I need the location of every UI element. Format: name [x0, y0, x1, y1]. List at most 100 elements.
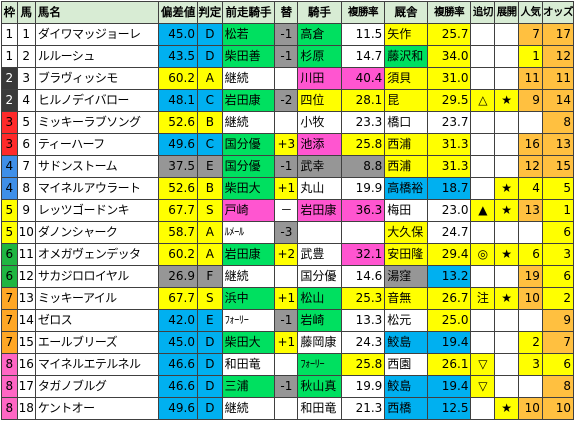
- prev-jockey-cell: 継続: [221, 397, 276, 420]
- stable-rate-cell: 26.1: [426, 353, 472, 376]
- change-cell: －: [274, 199, 299, 222]
- stable-rate-cell: 26.7: [426, 287, 472, 310]
- stable-rate-cell: 29.4: [426, 243, 472, 266]
- stable-rate-cell: 31.0: [426, 67, 472, 90]
- change-cell: -1: [274, 155, 299, 178]
- horse-number-cell: 12: [16, 265, 36, 288]
- odds-cell: 10: [541, 397, 574, 420]
- jockey-cell: 松山: [297, 287, 342, 310]
- stable-cell: 音無: [384, 287, 428, 310]
- score-cell: 52.6: [158, 111, 198, 134]
- header-grade: 判定: [196, 1, 223, 24]
- table-row: 7 15 エールブリーズ 45.0 D 柴田大 +1 藤岡康 24.3 鮫島 19.4 2 7: [1, 331, 574, 354]
- odds-cell: 5: [541, 177, 574, 200]
- change-cell: [274, 353, 299, 376]
- score-cell: 67.7: [158, 199, 198, 222]
- jockey-rate-cell: 8.8: [340, 155, 386, 178]
- horse-number-cell: 5: [16, 111, 36, 134]
- stable-rate-cell: 23.7: [426, 111, 472, 134]
- tenkai-cell: ★: [494, 199, 520, 222]
- jockey-cell: ﾌｫｰﾘｰ: [297, 353, 342, 376]
- odds-cell: 11: [541, 67, 574, 90]
- jockey-rate-cell: [340, 221, 386, 244]
- horse-name-cell: エールブリーズ: [34, 331, 160, 354]
- change-cell: [274, 265, 299, 288]
- horse-number-cell: 8: [16, 177, 36, 200]
- jockey-rate-cell: 19.9: [340, 375, 386, 398]
- tenkai-cell: [494, 67, 520, 90]
- oikiri-cell: [470, 265, 496, 288]
- header-stable: 厩舎: [384, 1, 428, 24]
- table-row: 8 17 タガノブルグ 46.6 D 三浦 -1 秋山真 19.9 鮫島 19.4 ▽ 8: [1, 375, 574, 398]
- popularity-cell: 9: [518, 89, 543, 112]
- change-cell: +2: [274, 243, 299, 266]
- jockey-rate-cell: 28.1: [340, 89, 386, 112]
- waku-cell: 5: [1, 221, 18, 244]
- stable-rate-cell: 13.2: [426, 265, 472, 288]
- horse-name-cell: マイネルアウラート: [34, 177, 160, 200]
- prev-jockey-cell: 岩田康: [221, 243, 276, 266]
- odds-cell: 13: [541, 133, 574, 156]
- prev-jockey-cell: 柴田大: [221, 331, 276, 354]
- score-cell: 26.9: [158, 265, 198, 288]
- grade-cell: D: [196, 23, 223, 46]
- oikiri-cell: [470, 45, 496, 68]
- horse-name-cell: ルルーシュ: [34, 45, 160, 68]
- header-jockey: 騎手: [297, 1, 342, 24]
- odds-cell: 6: [541, 265, 574, 288]
- jockey-rate-cell: 25.8: [340, 133, 386, 156]
- horse-number-cell: 16: [16, 353, 36, 376]
- table-row: 4 8 マイネルアウラート 52.6 B 柴田大 +1 丸山 19.9 高橋裕 18.7 ★ 4 5: [1, 177, 574, 200]
- stable-cell: 西橋: [384, 397, 428, 420]
- stable-cell: 鮫島: [384, 375, 428, 398]
- header-jockey-rate: 複勝率: [340, 1, 386, 24]
- header-score: 偏差値: [158, 1, 198, 24]
- prev-jockey-cell: ﾌｫｰﾘｰ: [221, 309, 276, 332]
- odds-cell: 7: [541, 331, 574, 354]
- tenkai-cell: [494, 331, 520, 354]
- oikiri-cell: [470, 67, 496, 90]
- change-cell: -1: [274, 309, 299, 332]
- horse-number-cell: 17: [16, 375, 36, 398]
- stable-cell: 藤沢和: [384, 45, 428, 68]
- stable-cell: 安田隆: [384, 243, 428, 266]
- tenkai-cell: ★: [494, 287, 520, 310]
- odds-cell: 15: [541, 155, 574, 178]
- horse-number-cell: 15: [16, 331, 36, 354]
- score-cell: 48.1: [158, 89, 198, 112]
- header-prev-jockey: 前走騎手: [221, 1, 276, 24]
- change-cell: -1: [274, 375, 299, 398]
- odds-cell: 3: [541, 243, 574, 266]
- popularity-cell: 10: [518, 287, 543, 310]
- waku-cell: 4: [1, 177, 18, 200]
- prev-jockey-cell: 和田竜: [221, 353, 276, 376]
- jockey-cell: 丸山: [297, 177, 342, 200]
- tenkai-cell: [494, 111, 520, 134]
- grade-cell: D: [196, 353, 223, 376]
- prev-jockey-cell: 柴田大: [221, 177, 276, 200]
- stable-rate-cell: 25.0: [426, 309, 472, 332]
- stable-cell: 西浦: [384, 133, 428, 156]
- score-cell: 67.7: [158, 287, 198, 310]
- score-cell: 42.0: [158, 309, 198, 332]
- grade-cell: B: [196, 177, 223, 200]
- table-row: 5 10 ダノンシャーク 58.7 A ﾙﾒｰﾙ -3 大久保 24.7 6: [1, 221, 574, 244]
- waku-cell: 8: [1, 397, 18, 420]
- table-row: 2 4 ヒルノデイバロー 48.1 C 岩田康 -2 四位 28.1 昆 29.5 △ ★ 9 14: [1, 89, 574, 112]
- stable-cell: 昆: [384, 89, 428, 112]
- popularity-cell: 11: [518, 67, 543, 90]
- grade-cell: E: [196, 309, 223, 332]
- popularity-cell: [518, 375, 543, 398]
- horse-name-cell: タガノブルグ: [34, 375, 160, 398]
- popularity-cell: 3: [518, 353, 543, 376]
- waku-cell: 7: [1, 287, 18, 310]
- stable-rate-cell: 19.4: [426, 375, 472, 398]
- header-change: 替: [274, 1, 299, 24]
- prev-jockey-cell: 岩田康: [221, 89, 276, 112]
- table-row: 1 1 ダイワマッジョーレ 45.0 D 松若 -1 高倉 11.5 矢作 25.7 7 17: [1, 23, 574, 46]
- horse-name-cell: ミッキーアイル: [34, 287, 160, 310]
- grade-cell: C: [196, 133, 223, 156]
- score-cell: 49.6: [158, 397, 198, 420]
- waku-cell: 1: [1, 45, 18, 68]
- popularity-cell: 1: [518, 45, 543, 68]
